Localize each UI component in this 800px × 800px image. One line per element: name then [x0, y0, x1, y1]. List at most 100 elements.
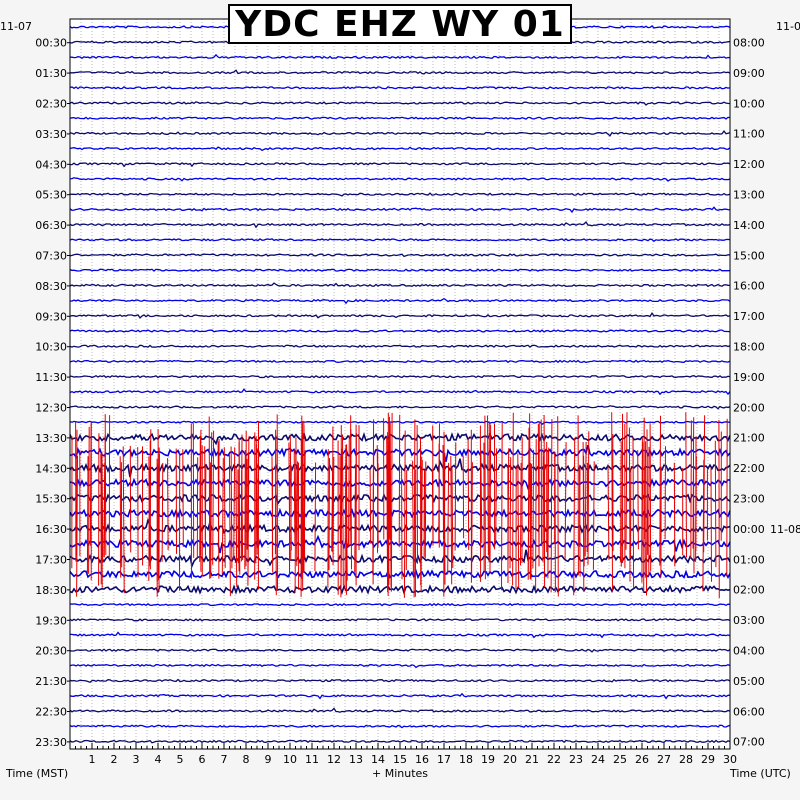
right-tick-label: 02:00	[733, 584, 765, 597]
clipped-spike	[484, 415, 486, 580]
clipped-spike	[625, 412, 628, 550]
clipped-spike	[443, 452, 446, 573]
x-tick-label: 12	[327, 753, 341, 766]
clipped-spike	[372, 449, 375, 585]
clipped-spike	[509, 457, 512, 569]
clipped-spike	[88, 426, 90, 574]
clipped-spike	[199, 429, 202, 556]
clipped-spike	[527, 427, 530, 580]
right-tick-label: 21:00	[733, 432, 765, 445]
x-tick-label: 11	[305, 753, 319, 766]
x-tick-label: 3	[133, 753, 140, 766]
left-date-label: 11-07	[0, 20, 32, 33]
trace-line	[69, 388, 731, 396]
plot-area	[70, 19, 730, 749]
clipped-spike	[529, 413, 531, 546]
clipped-spike	[332, 456, 335, 566]
clipped-spike	[489, 424, 492, 573]
clipped-spike	[447, 462, 450, 575]
left-tick-label: 13:30	[35, 432, 67, 445]
clipped-spike	[204, 465, 207, 540]
clipped-spike	[303, 450, 306, 548]
x-tick-label: 13	[349, 753, 363, 766]
x-tick-label: 30	[723, 753, 737, 766]
left-tick-label: 22:30	[35, 706, 67, 719]
clipped-spike	[520, 462, 522, 566]
left-tick-label: 14:30	[35, 462, 67, 475]
trace-line	[69, 618, 731, 622]
x-tick-label: 20	[503, 753, 517, 766]
trace-line	[69, 53, 731, 60]
left-tick-label: 08:30	[35, 280, 67, 293]
x-tick-label: 6	[199, 753, 206, 766]
x-tick-label: 27	[657, 753, 671, 766]
clipped-spike	[387, 451, 389, 589]
left-tick-label: 02:30	[35, 98, 67, 111]
trace-line	[69, 648, 731, 653]
clipped-spike	[314, 462, 317, 571]
right-tick-label: 14:00	[733, 219, 765, 232]
clipped-spike	[238, 441, 241, 575]
x-tick-label: 9	[265, 753, 272, 766]
left-tick-label: 21:30	[35, 675, 67, 688]
right-tick-label: 20:00	[733, 401, 765, 414]
left-tick-label: 09:30	[35, 310, 67, 323]
clipped-spike	[101, 468, 104, 544]
clipped-spike	[646, 429, 649, 555]
left-tick-label: 18:30	[35, 584, 67, 597]
trace-line	[69, 602, 731, 607]
clipped-spike	[467, 438, 470, 550]
x-tick-label: 2	[111, 753, 118, 766]
left-tick-label: 12:30	[35, 402, 67, 415]
clipped-spike	[230, 446, 233, 569]
clipped-spike	[233, 447, 236, 561]
clipped-spike	[122, 446, 125, 594]
clipped-spike	[547, 447, 550, 579]
clipped-spike	[547, 449, 549, 558]
chart-title: YDC EHZ WY 01	[228, 4, 572, 45]
clipped-spike	[86, 456, 89, 575]
trace-line	[69, 116, 731, 120]
trace-line	[69, 405, 731, 410]
x-tick-label: 10	[283, 753, 297, 766]
clipped-spike	[649, 423, 652, 572]
clipped-spike	[442, 444, 444, 540]
clipped-spike	[703, 415, 706, 553]
clipped-spike	[643, 417, 645, 593]
right-tick-label: 04:00	[733, 645, 765, 658]
clipped-spike	[271, 456, 274, 573]
clipped-spike	[495, 448, 498, 542]
clipped-spike	[161, 462, 164, 562]
clipped-spike	[637, 450, 639, 550]
left-tick-label: 16:30	[35, 523, 67, 536]
clipped-spike	[512, 412, 514, 586]
clipped-spike	[103, 434, 106, 558]
clipped-spike	[148, 456, 150, 555]
x-tick-label: 14	[371, 753, 385, 766]
clipped-spike	[530, 463, 533, 580]
x-tick-label: 21	[525, 753, 539, 766]
x-tick-label: 22	[547, 753, 561, 766]
clipped-spike	[628, 427, 631, 582]
x-tick-label: 7	[221, 753, 228, 766]
clipped-spike	[714, 440, 717, 568]
clipped-spike	[573, 437, 576, 596]
clipped-spike	[369, 469, 372, 544]
right-tick-label: 10:00	[733, 97, 765, 110]
clipped-spike	[685, 412, 687, 558]
clipped-spike	[350, 429, 352, 570]
clipped-spike	[413, 419, 416, 598]
clipped-spike	[293, 449, 296, 546]
clipped-spike	[690, 420, 692, 559]
trace-line	[69, 206, 731, 214]
clipped-spike	[294, 452, 297, 594]
clipped-spike	[644, 441, 647, 540]
clipped-spike	[412, 460, 414, 575]
left-tick-label: 20:30	[35, 645, 67, 658]
trace-line	[69, 344, 731, 348]
clipped-spike	[501, 422, 503, 591]
left-tick-label: 05:30	[35, 189, 67, 202]
trace-line	[69, 724, 731, 729]
right-date-label: 11-0	[776, 20, 800, 33]
